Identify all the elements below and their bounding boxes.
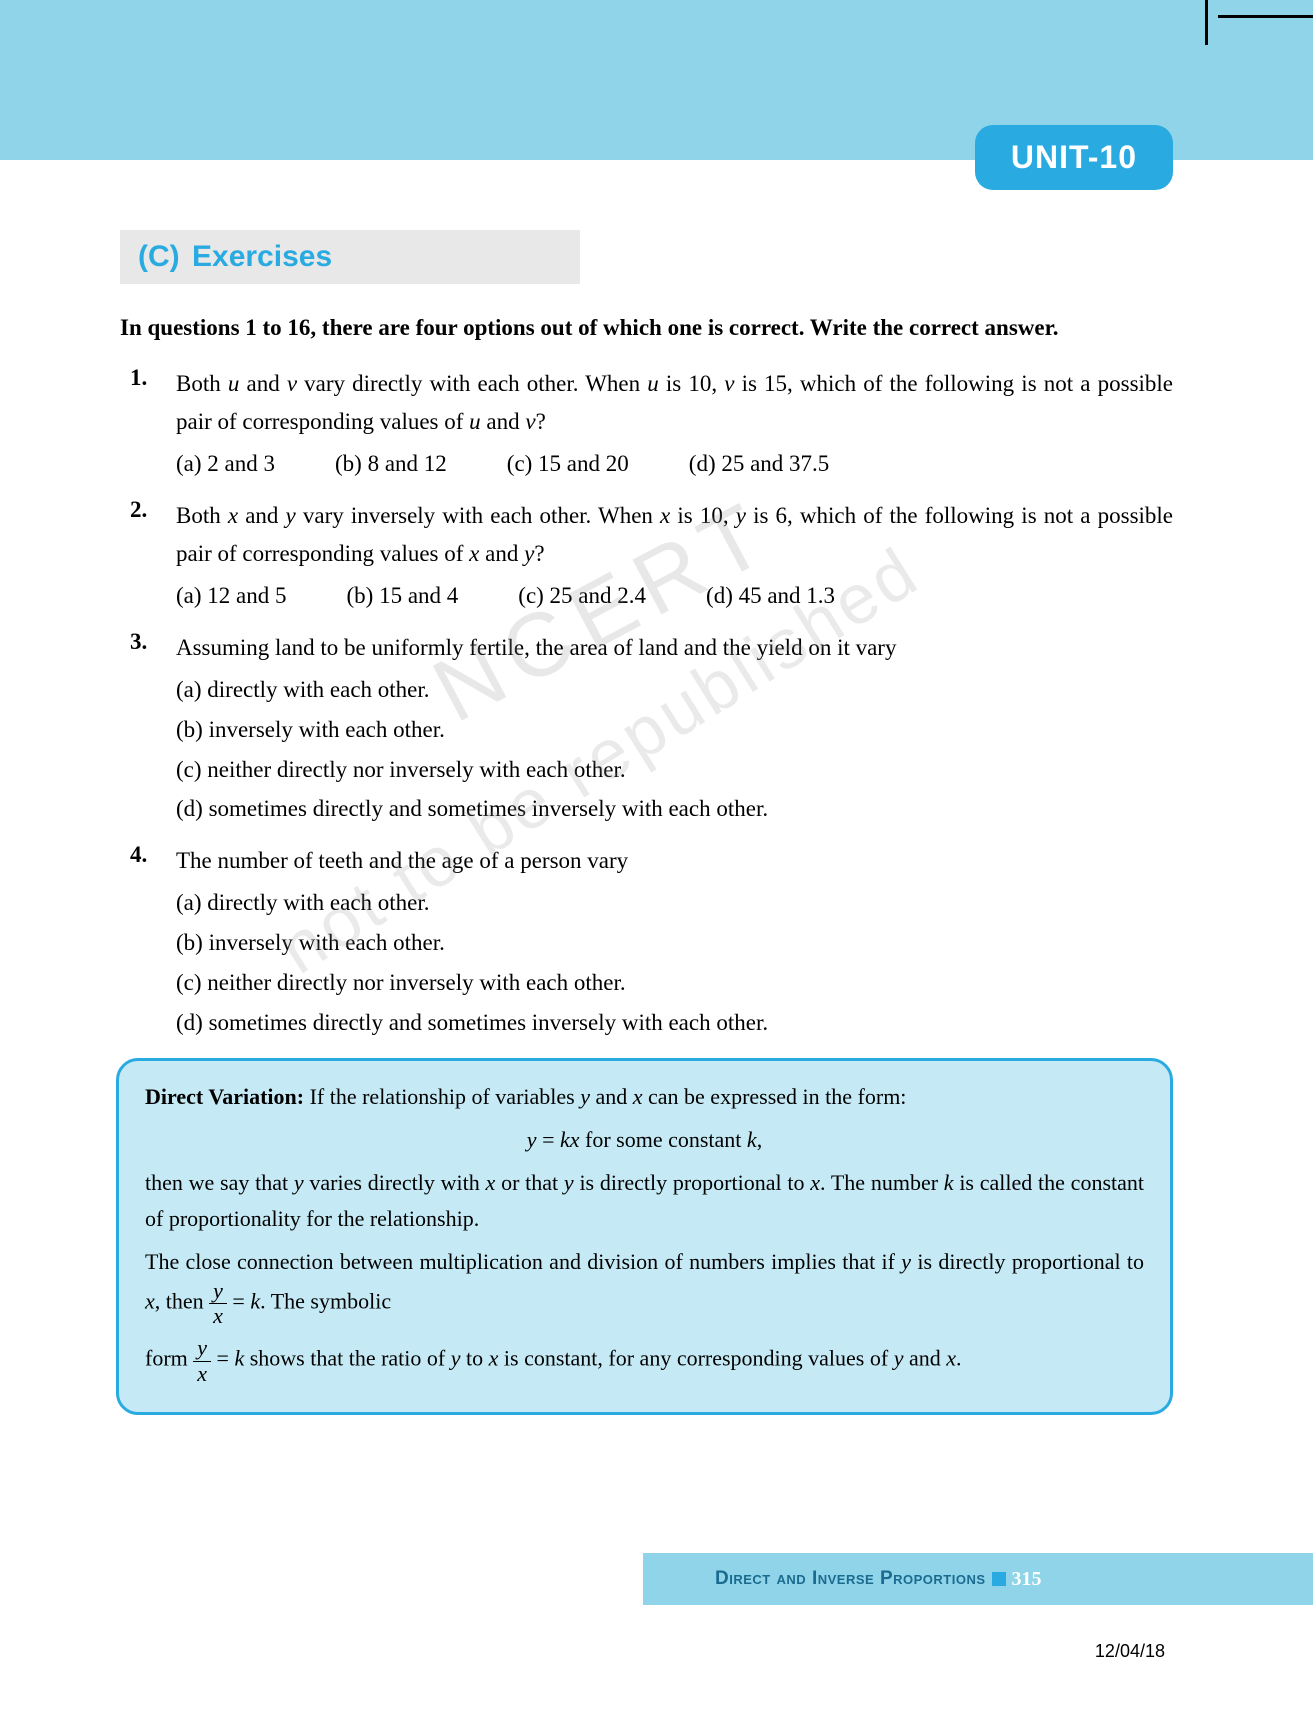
- question: 4. The number of teeth and the age of a p…: [120, 842, 1173, 1042]
- info-text: The close connection between multiplicat…: [145, 1249, 901, 1274]
- info-title: Direct Variation:: [145, 1084, 304, 1109]
- info-text: is directly proportional to: [574, 1170, 811, 1195]
- intro-text: In questions 1 to 16, there are four opt…: [120, 308, 1173, 347]
- question-text: Assuming land to be uniformly fertile, t…: [176, 629, 1173, 667]
- info-text: form: [145, 1346, 193, 1371]
- section-title-text: Exercises: [192, 240, 332, 273]
- info-text: to: [461, 1346, 489, 1371]
- info-text: varies directly with: [304, 1170, 486, 1195]
- info-text: If the relationship of variables: [310, 1084, 581, 1109]
- footer-band: Direct and Inverse Proportions 315: [643, 1553, 1313, 1605]
- question-number: 2.: [130, 497, 147, 523]
- option: (c) neither directly nor inversely with …: [176, 751, 1173, 789]
- option: (a) directly with each other.: [176, 671, 1173, 709]
- question-number: 1.: [130, 365, 147, 391]
- frac-k: k: [250, 1289, 260, 1314]
- frac-eq: =: [211, 1346, 234, 1371]
- info-text: can be expressed in the form:: [643, 1084, 907, 1109]
- info-line-4: form yx = k shows that the ratio of y to…: [145, 1336, 1144, 1385]
- section-header: (C) Exercises: [120, 230, 580, 284]
- page: UNIT-10 NCERT not to be republished (C) …: [0, 0, 1313, 1710]
- option: (c) neither directly nor inversely with …: [176, 964, 1173, 1002]
- info-line-1: Direct Variation: If the relationship of…: [145, 1079, 1144, 1114]
- option: (a) 12 and 5: [176, 577, 287, 615]
- crop-mark-horizontal: [1218, 15, 1313, 18]
- questions-container: 1. Both u and v vary directly with each o…: [120, 365, 1173, 1042]
- question-text: Both x and y vary inversely with each ot…: [176, 497, 1173, 573]
- option: (b) 8 and 12: [335, 445, 447, 483]
- options-row: (a) 2 and 3 (b) 8 and 12 (c) 15 and 20 (d) …: [176, 445, 1173, 483]
- option: (c) 25 and 2.4: [518, 577, 646, 615]
- info-text: and: [590, 1084, 633, 1109]
- options-column: (a) directly with each other.(b) inverse…: [176, 671, 1173, 829]
- crop-mark-vertical: [1205, 0, 1208, 45]
- question-text: Both u and v vary directly with each oth…: [176, 365, 1173, 441]
- option: (d) 45 and 1.3: [706, 577, 835, 615]
- info-text: shows that the ratio of: [250, 1346, 451, 1371]
- option: (d) 25 and 37.5: [689, 445, 830, 483]
- question-text: The number of teeth and the age of a per…: [176, 842, 1173, 880]
- frac-den: x: [193, 1362, 211, 1386]
- frac-den: x: [209, 1304, 227, 1328]
- info-text: then we say that: [145, 1170, 294, 1195]
- info-formula: y = kx for some constant k,: [145, 1122, 1144, 1157]
- footer-title: Direct and Inverse Proportions: [715, 1568, 986, 1590]
- option: (d) sometimes directly and sometimes inv…: [176, 1004, 1173, 1042]
- frac-num: y: [209, 1279, 227, 1304]
- page-number: 315: [1012, 1568, 1042, 1591]
- option: (c) 15 and 20: [507, 445, 629, 483]
- frac-num: y: [193, 1336, 211, 1361]
- option: (b) inversely with each other.: [176, 711, 1173, 749]
- fraction: yx: [209, 1279, 227, 1328]
- frac-k: k: [234, 1346, 244, 1371]
- info-text: . The number: [820, 1170, 944, 1195]
- question: 1. Both u and v vary directly with each o…: [120, 365, 1173, 483]
- formula-k: k: [747, 1127, 757, 1152]
- formula-y: y: [527, 1127, 537, 1152]
- footer-square-icon: [992, 1572, 1006, 1586]
- option: (a) directly with each other.: [176, 884, 1173, 922]
- question-number: 3.: [130, 629, 147, 655]
- content-area: (C) Exercises In questions 1 to 16, ther…: [0, 160, 1313, 1445]
- formula-eq: =: [537, 1127, 560, 1152]
- info-line-2: then we say that y varies directly with …: [145, 1165, 1144, 1235]
- info-box: Direct Variation: If the relationship of…: [116, 1058, 1173, 1415]
- section-title: [184, 240, 192, 273]
- info-line-3: The close connection between multiplicat…: [145, 1244, 1144, 1329]
- date-stamp: 12/04/18: [1095, 1641, 1165, 1662]
- option: (b) 15 and 4: [347, 577, 459, 615]
- info-text: , then: [155, 1289, 209, 1314]
- fraction: yx: [193, 1336, 211, 1385]
- info-text: or that: [495, 1170, 564, 1195]
- question-number: 4.: [130, 842, 147, 868]
- info-text: and: [903, 1346, 946, 1371]
- question: 3. Assuming land to be uniformly fertile,…: [120, 629, 1173, 829]
- option: (b) inversely with each other.: [176, 924, 1173, 962]
- info-text: is constant, for any corresponding value…: [498, 1346, 893, 1371]
- question: 2. Both x and y vary inversely with each …: [120, 497, 1173, 615]
- options-column: (a) directly with each other.(b) inverse…: [176, 884, 1173, 1042]
- formula-tail: for some constant: [580, 1127, 747, 1152]
- info-text: . The symbolic: [260, 1289, 391, 1314]
- option: (d) sometimes directly and sometimes inv…: [176, 790, 1173, 828]
- info-text: is directly proportional to: [911, 1249, 1144, 1274]
- section-prefix: (C): [138, 240, 180, 273]
- option: (a) 2 and 3: [176, 445, 275, 483]
- options-row: (a) 12 and 5 (b) 15 and 4 (c) 25 and 2.4 (d…: [176, 577, 1173, 615]
- frac-eq: =: [227, 1289, 250, 1314]
- formula-kx: kx: [560, 1127, 580, 1152]
